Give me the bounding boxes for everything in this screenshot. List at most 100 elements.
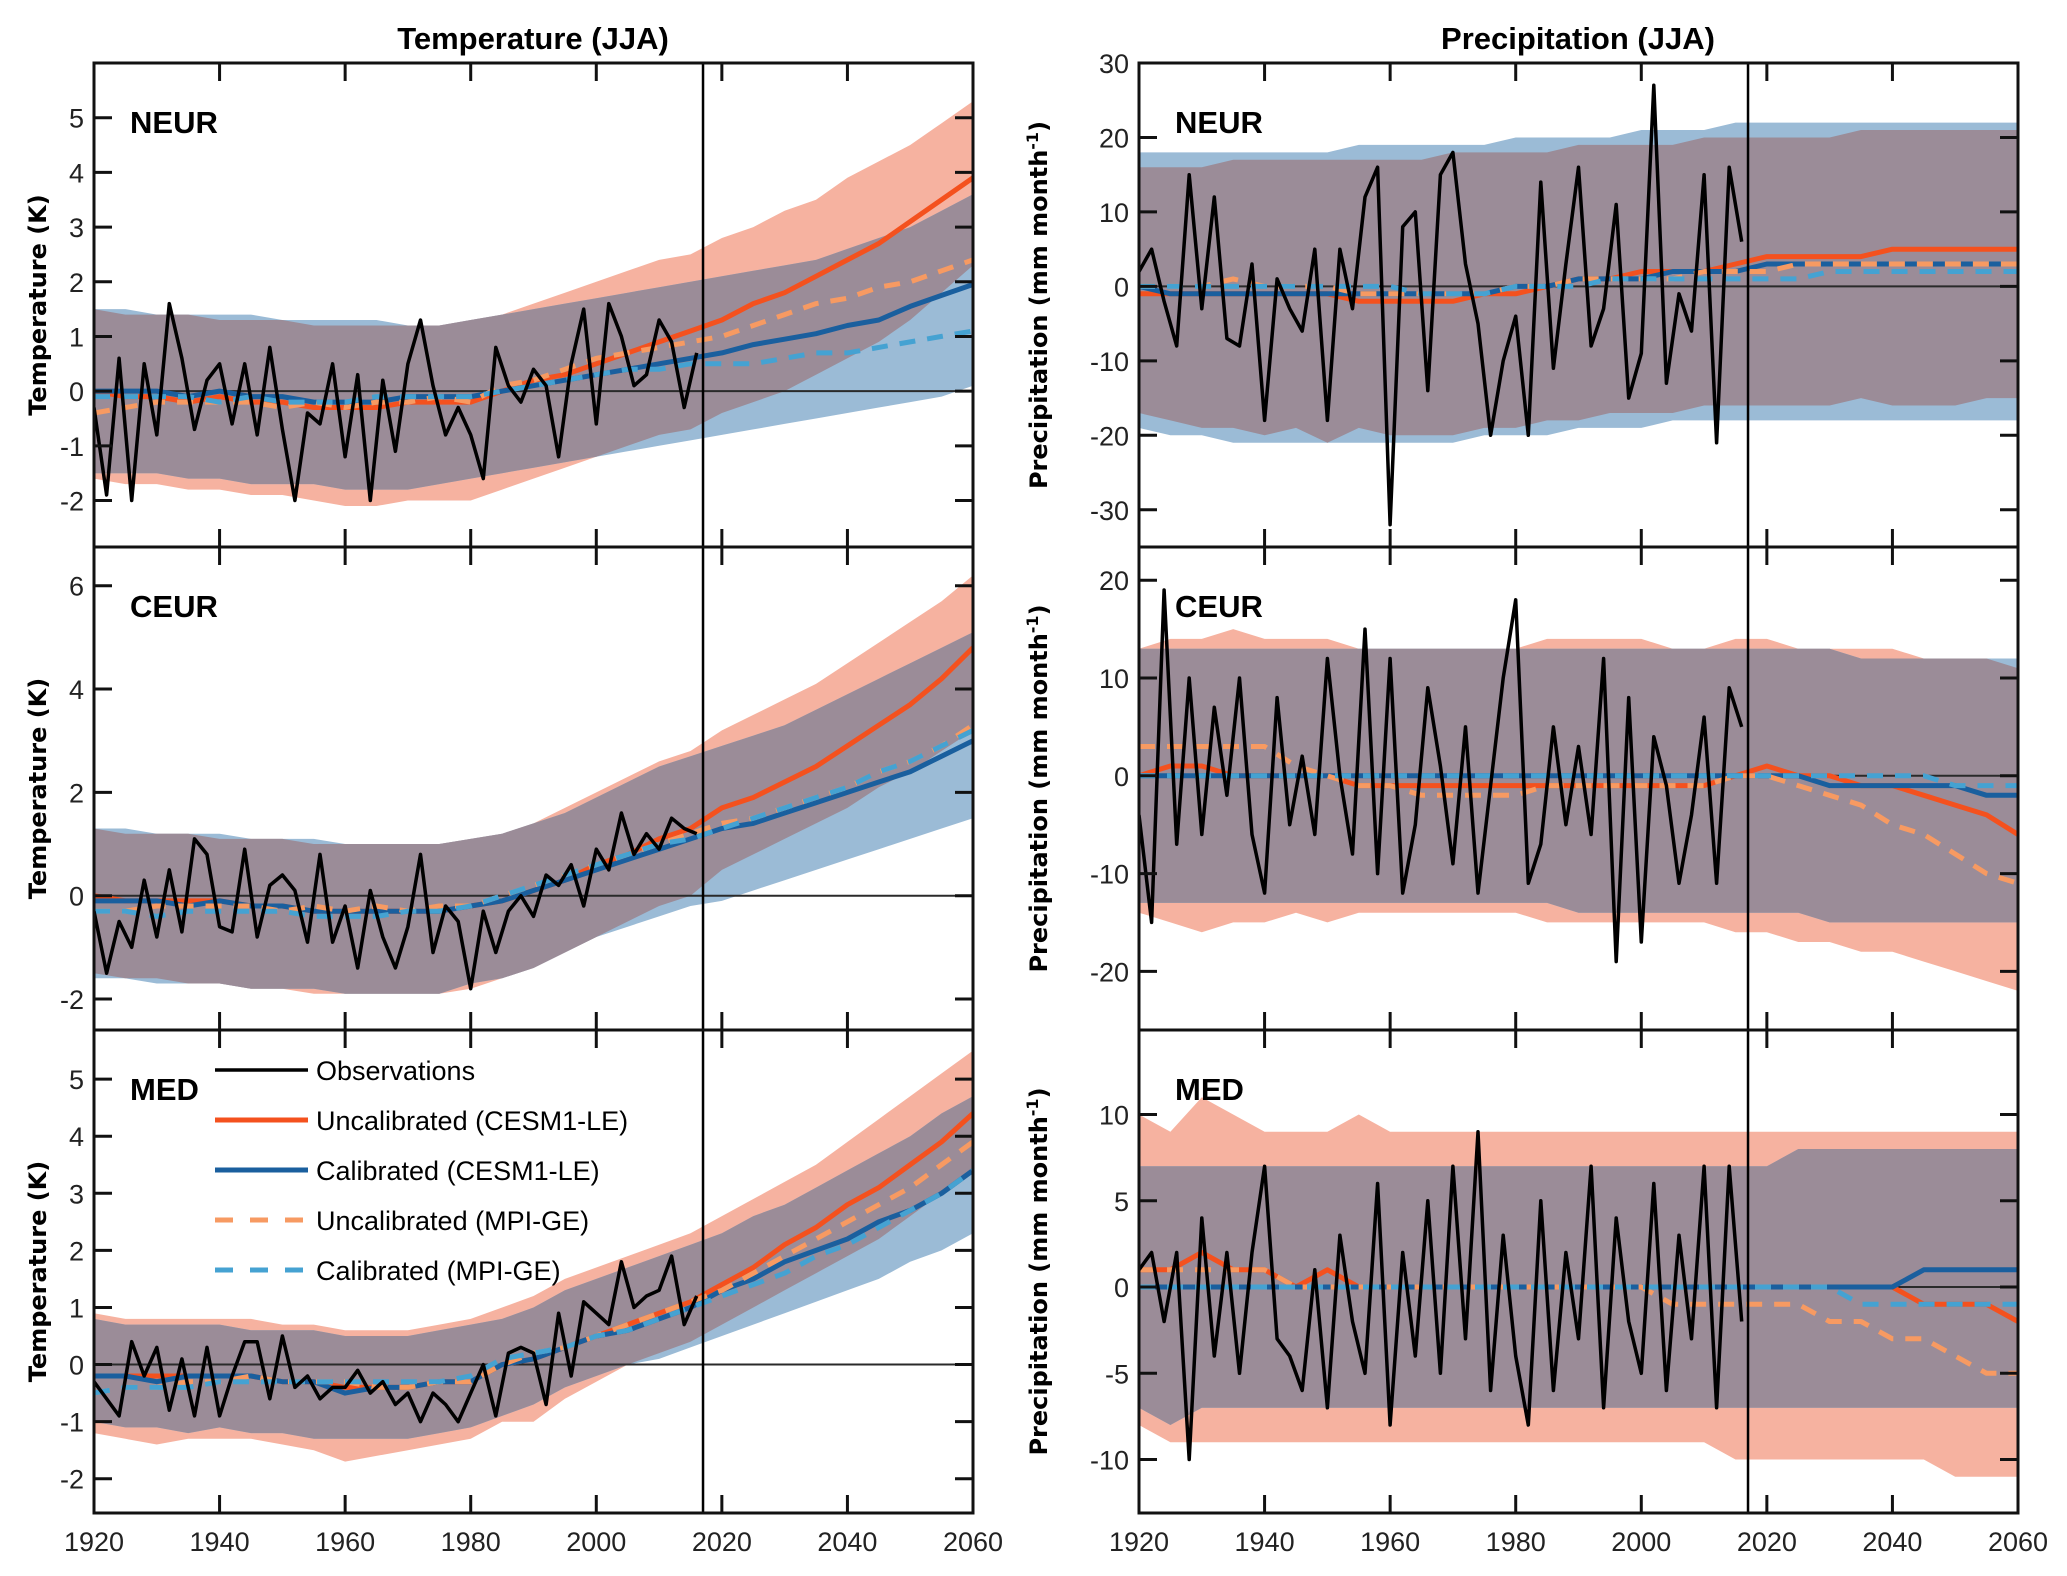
series-calibrated-mpi-ge — [94, 1168, 973, 1396]
x-tick-label: 1960 — [1360, 1527, 1420, 1557]
series-uncalibrated-mpi-ge — [1139, 1267, 2018, 1376]
x-tick-label: 1940 — [1235, 1527, 1295, 1557]
y-axis-label: Temperature (K) — [24, 194, 52, 416]
y-tick-label: 20 — [1099, 123, 1129, 153]
y-tick-label: -10 — [1090, 1446, 1129, 1476]
x-tick-label: 2060 — [1988, 1527, 2048, 1557]
x-tick-label: 1980 — [1486, 1527, 1546, 1557]
y-tick-label: -10 — [1090, 347, 1129, 377]
x-tick-label: 2040 — [1862, 1527, 1922, 1557]
y-tick-label: 0 — [69, 882, 84, 912]
x-tick-label: 1920 — [1109, 1527, 1169, 1557]
legend-entry: Uncalibrated (CESM1-LE) — [316, 1106, 628, 1136]
series-calibrated-mpi-ge — [1139, 1284, 2018, 1307]
series-uncalibrated-mpi-ge — [94, 723, 973, 914]
y-tick-label: 3 — [69, 213, 84, 243]
panel-precip-ceur: -20 -10 0 10 20 CEUR Precipitation (mm month-1… — [1023, 545, 2020, 1032]
series-observations — [1139, 83, 1744, 527]
x-tick-label: 2060 — [943, 1527, 1003, 1557]
region-label: MED — [130, 1072, 199, 1107]
axes-frame — [92, 1028, 975, 1515]
region-label: CEUR — [130, 589, 218, 624]
y-tick-label: -2 — [60, 487, 84, 517]
legend: Observations Uncalibrated (CESM1-LE) Calib… — [215, 1056, 628, 1286]
column-title-temperature: Temperature (JJA) — [397, 21, 669, 56]
panel-temp-ceur: -2 0 2 4 6 CEUR Temperature (K) — [24, 545, 975, 1032]
series-observations — [94, 1254, 699, 1424]
y-axis-label: Precipitation (mm month-1) — [1023, 121, 1054, 489]
x-tick-label: 2000 — [566, 1527, 626, 1557]
series-observations — [94, 811, 698, 991]
y-axis-label: Temperature (K) — [24, 1161, 52, 1383]
legend-entry: Calibrated (MPI-GE) — [316, 1256, 561, 1286]
y-tick-label: 0 — [1114, 762, 1129, 792]
y-axis-label: Temperature (K) — [24, 678, 52, 900]
y-tick-label: -20 — [1090, 421, 1129, 451]
x-tick-label: 1940 — [190, 1527, 250, 1557]
y-tick-label: -2 — [60, 985, 84, 1015]
series-observations — [1139, 588, 1744, 964]
band-overlap — [94, 194, 973, 490]
y-tick-label: 5 — [69, 104, 84, 134]
y-axis-label: Precipitation (mm month-1) — [1023, 1087, 1054, 1455]
legend-entry: Calibrated (CESM1-LE) — [316, 1156, 600, 1186]
x-tick-label: 2000 — [1611, 1527, 1671, 1557]
y-tick-label: 10 — [1099, 664, 1129, 694]
region-label: CEUR — [1175, 589, 1263, 624]
y-tick-label: -1 — [60, 1408, 84, 1438]
y-tick-label: 5 — [69, 1065, 84, 1095]
y-tick-label: 2 — [69, 1236, 84, 1266]
x-tick-label: 1960 — [315, 1527, 375, 1557]
y-tick-label: 2 — [69, 268, 84, 298]
panel-precip-neur: -30 -20 -10 0 10 20 30 NEUR Precipitation (mm mo… — [1023, 49, 2020, 549]
y-tick-label: 6 — [69, 572, 84, 602]
y-tick-label: 4 — [69, 675, 84, 705]
series-observations — [1139, 1130, 1744, 1462]
column-title-precipitation: Precipitation (JJA) — [1441, 21, 1715, 56]
y-tick-label: 5 — [1114, 1187, 1129, 1217]
y-tick-label: 30 — [1099, 49, 1129, 79]
y-tick-label: -2 — [60, 1465, 84, 1495]
x-tick-label: 2020 — [692, 1527, 752, 1557]
plot-area — [94, 101, 973, 507]
y-tick-label: 0 — [1114, 1273, 1129, 1303]
series-observations — [94, 301, 699, 503]
y-tick-label: 10 — [1099, 1101, 1129, 1131]
y-tick-label: 20 — [1099, 566, 1129, 596]
y-tick-label: 1 — [69, 1293, 84, 1323]
y-tick-label: -5 — [1105, 1359, 1129, 1389]
plot-area — [1139, 83, 2018, 527]
y-tick-label: -1 — [60, 432, 84, 462]
y-tick-label: 2 — [69, 778, 84, 808]
y-tick-label: 1 — [69, 322, 84, 352]
series-uncalibrated-mpi-ge — [1139, 744, 2018, 886]
region-label: NEUR — [130, 105, 218, 140]
x-tick-label: 2020 — [1737, 1527, 1797, 1557]
x-tick-label: 1920 — [64, 1527, 124, 1557]
y-axis-label: Precipitation (mm month-1) — [1023, 604, 1054, 972]
y-tick-label: 4 — [69, 1122, 84, 1152]
plot-area — [94, 575, 973, 994]
panel-temp-med: 1920 1940 1960 1980 2000 2020 2040 2060 -2 -1 0 1 2 3… — [24, 1028, 1003, 1557]
legend-entry: Uncalibrated (MPI-GE) — [316, 1206, 589, 1236]
panel-temp-neur: -2 -1 0 1 2 3 4 5 NEUR Temperature (K) — [24, 61, 975, 549]
axes-frame — [1137, 1028, 2020, 1515]
plot-area — [94, 1050, 973, 1462]
panel-precip-med: 1920 1940 1960 1980 2000 2020 2040 2060 -10 -5 0 5 1… — [1023, 1028, 2048, 1557]
legend-entry: Observations — [316, 1056, 475, 1086]
y-tick-label: 4 — [69, 158, 84, 188]
x-tick-label: 1980 — [441, 1527, 501, 1557]
y-tick-label: 0 — [69, 1351, 84, 1381]
plot-area — [1139, 588, 2018, 991]
series-calibrated-mpi-ge — [1139, 269, 2018, 297]
y-tick-label: -30 — [1090, 496, 1129, 526]
band-overlap — [94, 1096, 973, 1439]
y-tick-label: -10 — [1090, 860, 1129, 890]
y-tick-label: 3 — [69, 1179, 84, 1209]
region-label: MED — [1175, 1072, 1244, 1107]
series-uncalibrated-mpi-ge — [94, 257, 973, 416]
series-calibrated-mpi-ge — [94, 328, 973, 405]
plot-area — [1139, 1097, 2018, 1477]
